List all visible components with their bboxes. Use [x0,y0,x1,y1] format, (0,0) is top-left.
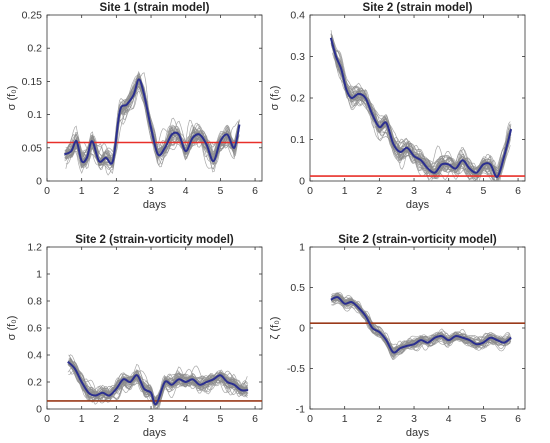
y-tick-label: -0.5 [287,363,305,375]
x-tick-label: 5 [217,185,223,197]
x-axis-label: days [406,199,430,211]
axes-box [309,246,526,410]
y-tick-label: 0.5 [290,282,305,294]
mean-line [330,296,512,354]
mean-line [329,37,513,178]
y-tick-label: 0 [36,176,42,188]
panel-title: Site 2 (strain-vorticity model) [75,234,234,246]
ensemble-line [330,44,510,181]
y-tick-label: 0.25 [22,10,43,22]
x-tick-label: 2 [113,185,119,197]
x-tick-label: 0 [44,185,50,197]
y-tick-label: 0.1 [290,134,305,146]
y-axis-label: σ (f₀) [269,86,281,111]
y-tick-label: 1.2 [27,242,42,254]
x-tick-label: 3 [411,413,417,425]
y-tick-label: 0.4 [27,350,42,362]
panel-title: Site 2 (strain-vorticity model) [338,234,497,246]
x-tick-label: 5 [480,185,486,197]
x-axis-label: days [143,427,167,439]
x-tick-label: 4 [446,185,452,197]
y-tick-label: 1 [36,269,42,281]
y-axis-label: ζ (f₀) [269,317,281,340]
x-tick-label: 3 [148,185,154,197]
x-tick-label: 1 [342,185,348,197]
y-tick-label: 0.05 [22,142,43,154]
x-tick-label: 4 [183,185,189,197]
x-tick-label: 3 [411,185,417,197]
ensemble-line [67,361,248,402]
x-tick-label: 3 [148,413,154,425]
x-tick-label: 6 [515,413,521,425]
x-tick-label: 5 [217,413,223,425]
y-tick-label: 0 [299,176,305,188]
y-tick-label: 0.2 [27,43,42,55]
y-tick-label: 0.4 [290,10,305,22]
panel-3: 0 1 2 3 4 5 6 0 0.2 0.4 0.6 0.8 1 1.2 Site 2 (strain-v… [6,234,263,439]
panel-title: Site 2 (strain model) [363,2,473,14]
y-tick-label: 0 [299,323,305,335]
panel-title: Site 1 (strain model) [100,2,210,14]
y-tick-label: 1 [299,242,305,254]
y-tick-label: 0.2 [290,93,305,105]
y-axis-label: σ (f₀) [6,316,18,341]
x-axis-label: days [143,199,167,211]
y-tick-label: 0.1 [27,109,42,121]
ensemble-line [331,297,510,361]
y-tick-label: 0.6 [27,323,42,335]
y-axis-label: σ (f₀) [6,86,18,111]
y-tick-label: 0.8 [27,296,42,308]
x-tick-label: 5 [480,413,486,425]
y-tick-label: 0.3 [290,51,305,63]
mean-line [67,361,249,406]
x-axis-label: days [406,427,430,439]
y-tick-label: 0.15 [22,76,43,88]
x-tick-label: 4 [446,413,452,425]
panel-1: 0 1 2 3 4 5 6 0 0.05 0.1 0.15 0.2 0.25 Site 1 (strain… [6,2,263,211]
x-tick-label: 0 [44,413,50,425]
x-tick-label: 1 [79,413,85,425]
x-tick-label: 0 [307,185,313,197]
y-tick-label: -1 [296,404,305,416]
x-tick-label: 4 [183,413,189,425]
mean-line [63,78,241,165]
panel-4: 0 1 2 3 4 5 6 -1 -0.5 0 0.5 1 Site 2 (strain-vortici… [269,234,526,439]
x-tick-label: 1 [342,413,348,425]
x-tick-label: 6 [252,185,258,197]
x-tick-label: 1 [79,185,85,197]
x-tick-label: 6 [252,413,258,425]
x-tick-label: 2 [113,413,119,425]
y-tick-label: 0.2 [27,377,42,389]
x-tick-label: 2 [376,413,382,425]
x-tick-label: 2 [376,185,382,197]
panel-2: 0 1 2 3 4 5 6 0 0.1 0.2 0.3 0.4 Site 2 (strain model… [269,2,526,211]
x-tick-label: 0 [307,413,313,425]
x-tick-label: 6 [515,185,521,197]
y-tick-label: 0 [36,404,42,416]
